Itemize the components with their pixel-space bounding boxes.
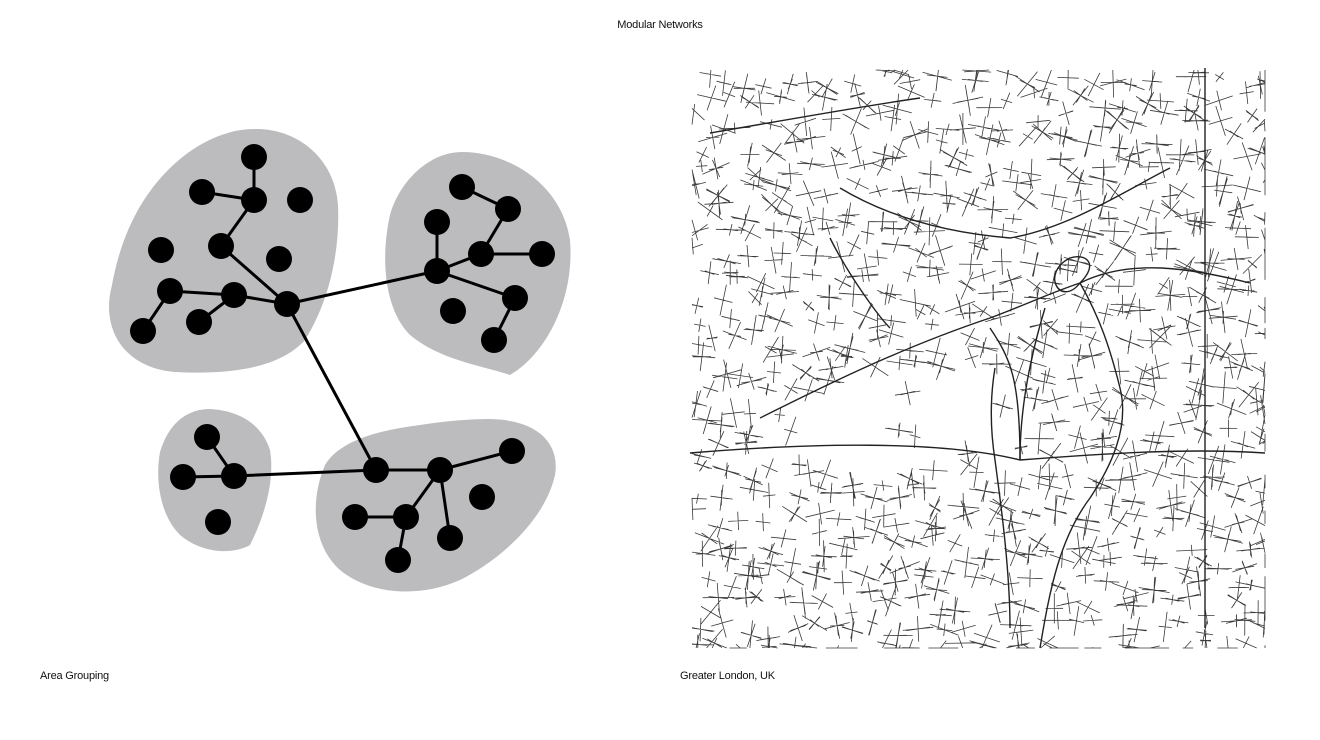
street-segments: [691, 69, 1266, 649]
area-grouping-diagram: [109, 128, 571, 592]
right-caption: Greater London, UK: [680, 670, 775, 682]
street-lines: [691, 69, 1266, 649]
left-caption: Area Grouping: [40, 670, 109, 682]
street-network-map: [690, 68, 1266, 649]
page-title: Modular Networks: [617, 19, 703, 31]
major-roads: [690, 68, 1266, 649]
network-nodes: [130, 144, 555, 573]
cluster-bottom-left: [158, 409, 272, 552]
